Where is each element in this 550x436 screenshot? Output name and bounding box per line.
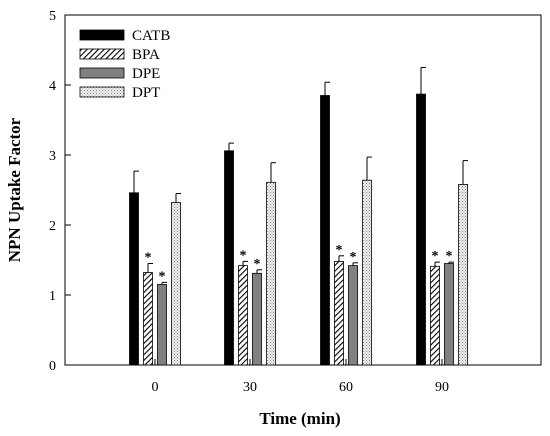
y-tick-label: 1 (49, 289, 56, 304)
significance-marker: * (350, 250, 357, 265)
bar-bpa (238, 265, 248, 366)
x-tick-label: 60 (339, 380, 353, 395)
bar-dpt (458, 183, 468, 366)
plot-area: 0 1 2 3 4 5 0 30 60 90 * * * * * * * * CATB BPA DPE DPT (49, 9, 542, 395)
legend-label-dpt: DPT (132, 85, 160, 101)
y-tick-label: 4 (49, 79, 56, 94)
bar-dpt (266, 181, 276, 366)
legend-label-bpa: BPA (132, 47, 160, 63)
significance-marker: * (145, 251, 152, 266)
bar-dpt (171, 202, 181, 366)
bar-dpe (444, 263, 454, 366)
legend-swatch-dpe (79, 67, 125, 79)
y-tick-label: 0 (49, 359, 56, 374)
legend-swatch-catb (79, 29, 125, 41)
bar-bpa (430, 265, 440, 366)
significance-marker: * (336, 243, 343, 258)
bar-catb (416, 93, 426, 366)
legend-swatch-dpt (79, 86, 125, 98)
bar-dpe (348, 265, 358, 366)
bar-bpa (334, 260, 344, 366)
significance-marker: * (254, 257, 261, 272)
significance-marker: * (240, 248, 247, 263)
significance-marker: * (432, 249, 439, 264)
bar-catb (320, 95, 330, 366)
y-tick-label: 3 (49, 149, 56, 164)
y-axis-label: NPN Uptake Factor (5, 117, 24, 262)
x-tick-label: 30 (243, 380, 257, 395)
x-tick-label: 90 (435, 380, 449, 395)
bar-dpe (157, 284, 167, 366)
x-axis-label: Time (min) (259, 409, 340, 428)
legend-label-catb: CATB (132, 28, 170, 44)
bar-catb (224, 150, 234, 366)
y-tick-label: 2 (49, 219, 56, 234)
plot-frame (64, 14, 542, 366)
significance-marker: * (159, 269, 166, 284)
bar-dpt (362, 179, 372, 366)
significance-marker: * (446, 249, 453, 264)
bar-dpe (252, 272, 262, 366)
bar-catb (129, 192, 139, 366)
y-tick-label: 5 (49, 9, 56, 24)
legend-label-dpe: DPE (132, 66, 160, 82)
x-tick-label: 0 (152, 380, 159, 395)
bar-bpa (143, 272, 153, 366)
legend-swatch-bpa (79, 48, 125, 60)
